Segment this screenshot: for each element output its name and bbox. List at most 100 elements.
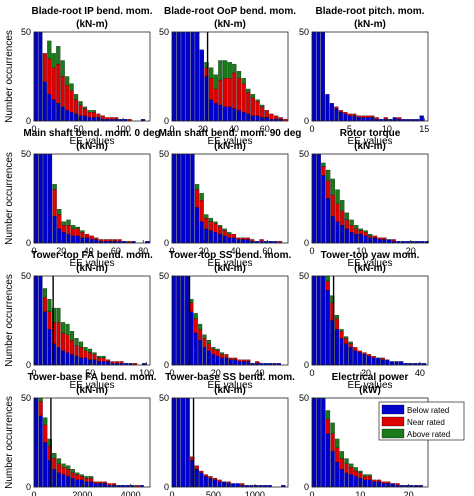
bar-segment <box>93 481 98 484</box>
bar-segment <box>325 419 331 434</box>
bar-segment <box>339 451 345 459</box>
bar-segment <box>69 331 75 341</box>
bar-segment <box>204 217 209 229</box>
bar-segment <box>419 115 424 122</box>
bar-segment <box>335 203 340 222</box>
panel-subtitle: (kN-m) <box>214 19 246 30</box>
bar-segment <box>105 361 111 366</box>
bar-segment <box>343 111 348 115</box>
x-axis-label: EE values <box>347 380 392 391</box>
bar-segment <box>206 343 211 351</box>
bar-segment <box>354 233 359 244</box>
bar-segment <box>353 347 358 351</box>
bar-segment <box>51 307 57 323</box>
bar-segment <box>231 233 237 238</box>
bar-segment <box>88 481 94 488</box>
bar-segment <box>38 31 43 122</box>
bar-segment <box>38 153 43 244</box>
bar-segment <box>38 397 43 402</box>
bar-segment <box>79 476 85 481</box>
bar-segment <box>370 115 375 118</box>
bar-segment <box>246 92 251 115</box>
bar-segment <box>199 200 204 222</box>
bar-segment <box>180 275 185 366</box>
y-tick-label: 50 <box>159 149 169 159</box>
bar-segment <box>87 117 92 122</box>
bar-segment <box>84 476 89 479</box>
bar-segment <box>371 357 376 366</box>
bar-segment <box>222 60 228 79</box>
bar-segment <box>52 458 57 470</box>
bar-segment <box>255 361 260 364</box>
bar-segment <box>80 230 85 233</box>
bar-segment <box>70 469 75 473</box>
bar-segment <box>353 470 358 477</box>
bar-segment <box>42 297 48 312</box>
bar-segment <box>344 228 350 244</box>
bar-segment <box>222 481 227 488</box>
x-tick-label: 40 <box>229 124 239 134</box>
bar-segment <box>96 113 101 118</box>
bar-segment <box>385 359 390 366</box>
axes-box <box>311 275 429 366</box>
bar-segment <box>372 481 377 488</box>
bar-segment <box>66 219 71 226</box>
bar-segment <box>213 232 218 244</box>
bar-segment <box>211 354 216 366</box>
bar-segment <box>47 299 52 312</box>
bar-segment <box>78 347 84 359</box>
y-tick-label: 50 <box>299 271 309 281</box>
bar-segment <box>334 315 340 319</box>
bar-segment <box>236 78 242 111</box>
bar-segment <box>176 153 181 244</box>
bar-segment <box>100 115 105 120</box>
x-tick-label: 20 <box>361 368 371 378</box>
bar-segment <box>199 221 204 244</box>
y-tick-label: 0 <box>304 238 309 248</box>
bar-segment <box>204 214 209 219</box>
bar-segment <box>56 472 62 488</box>
x-tick-label: 60 <box>262 246 272 256</box>
bar-segment <box>348 474 354 488</box>
bar-segment <box>69 90 74 113</box>
bar-segment <box>102 483 107 488</box>
bar-segment <box>98 239 104 242</box>
bar-segment <box>343 343 349 366</box>
axes-box <box>33 153 151 244</box>
y-tick-label: 0 <box>26 360 31 370</box>
bar-segment <box>190 153 195 244</box>
bar-segment <box>311 275 317 366</box>
bar-segment <box>51 53 56 68</box>
bar-segment <box>69 83 74 91</box>
x-tick-label: 0 <box>309 490 314 496</box>
bar-segment <box>222 106 228 122</box>
bar-segment <box>119 361 124 364</box>
bar-segment <box>237 359 242 362</box>
bar-segment <box>392 117 397 122</box>
bar-segment <box>108 239 113 242</box>
bar-segment <box>344 219 350 229</box>
bar-segment <box>236 239 241 244</box>
bar-segment <box>340 225 345 244</box>
bar-segment <box>212 477 218 481</box>
bar-segment <box>376 357 381 366</box>
y-tick-label: 0 <box>304 116 309 126</box>
bar-segment <box>180 397 186 488</box>
bar-segment <box>208 221 214 231</box>
bar-segment <box>222 235 227 244</box>
bar-segment <box>215 355 220 366</box>
panel-subtitle: (kN-m) <box>354 141 386 152</box>
bar-segment <box>66 476 71 488</box>
y-tick-label: 50 <box>21 393 31 403</box>
bar-segment <box>353 350 358 366</box>
bar-segment <box>56 46 61 65</box>
bar-segment <box>102 481 107 484</box>
bar-segment <box>199 472 204 488</box>
x-tick-label: 4000 <box>121 490 141 496</box>
bar-segment <box>198 323 203 330</box>
bar-segment <box>194 184 200 190</box>
x-tick-label: 0 <box>31 490 36 496</box>
x-tick-label: 50 <box>85 368 95 378</box>
bar-segment <box>82 108 88 116</box>
x-axis-label: EE values <box>69 136 114 147</box>
